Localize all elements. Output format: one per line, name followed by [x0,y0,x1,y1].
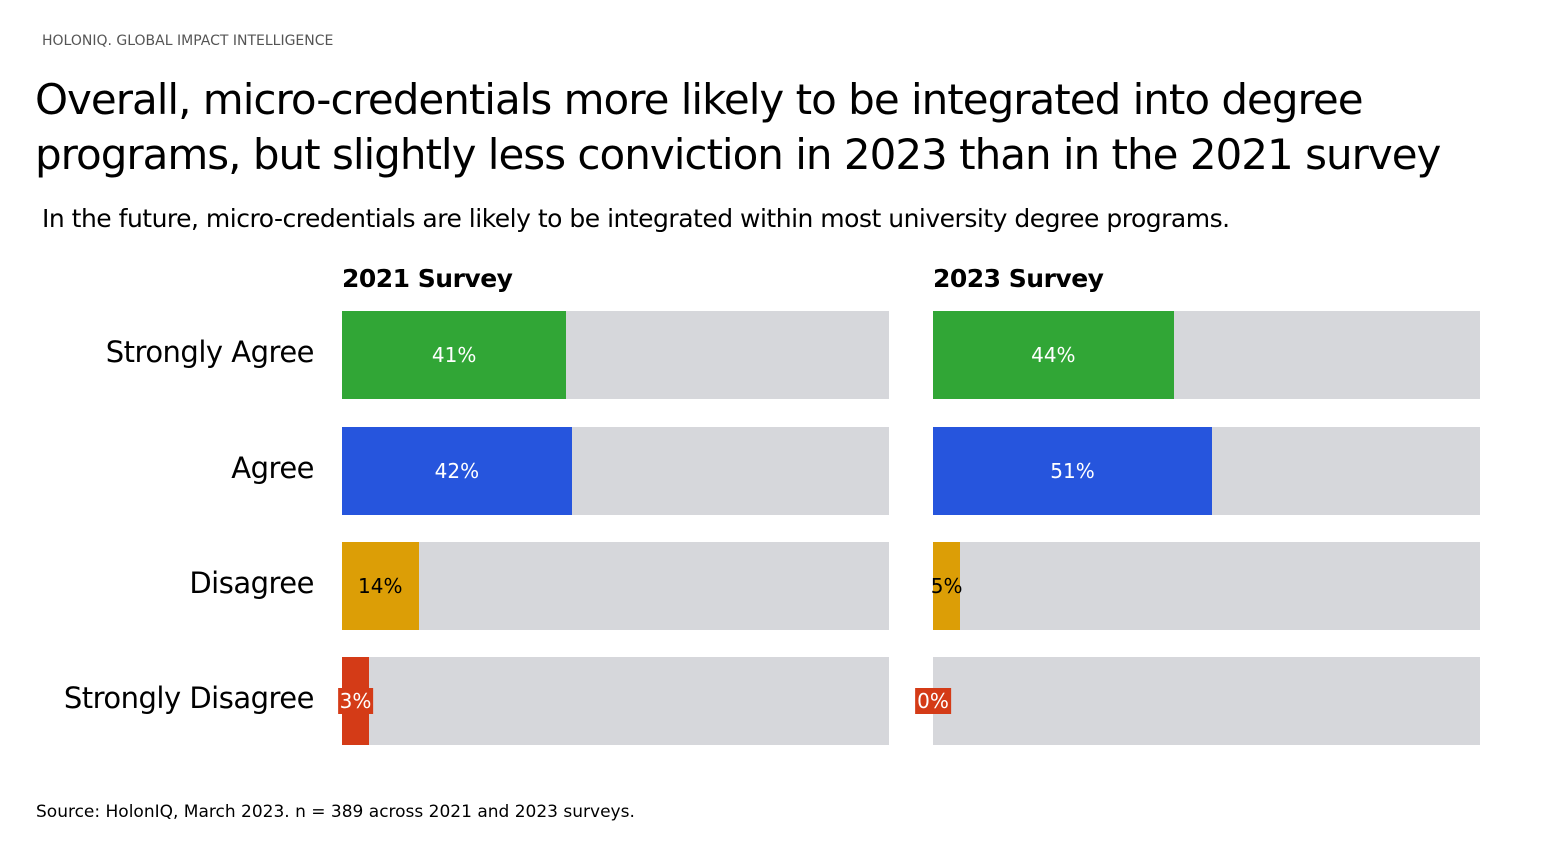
category-label: Strongly Agree [105,335,315,369]
bar-disagree [933,542,961,630]
panel-title-2021: 2021 Survey [342,264,513,293]
category-label: Disagree [189,566,314,600]
bar-strongly-agree [933,311,1174,399]
category-label: Strongly Disagree [63,681,315,715]
data-label: 3% [337,688,374,714]
data-label: 41% [431,343,477,367]
bar-agree [933,427,1212,515]
data-label: 5% [930,574,963,598]
category-label: Agree [231,451,314,485]
bar-track: 5% [931,542,1480,630]
bar-track: 3% [337,657,889,745]
data-label: 42% [434,459,480,483]
chart-subtitle: In the future, micro-credentials are lik… [42,204,1230,233]
bar-track: 42% [342,427,889,515]
bar-agree [342,427,572,515]
chart-title: Overall, micro-credentials more likely t… [35,75,1441,179]
bar-track: 41% [342,311,889,399]
panel-title-2023: 2023 Survey [933,264,1104,293]
data-label: 14% [358,574,403,598]
source-note: Source: HolonIQ, March 2023. n = 389 acr… [36,802,635,822]
bar-strongly-agree [342,311,567,399]
bar-disagree [342,542,419,630]
bar-track: 14% [342,542,889,630]
bar-track: 51% [933,427,1480,515]
bar-track: 44% [933,311,1480,399]
brand-label: HOLONIQ. GLOBAL IMPACT INTELLIGENCE [42,33,334,49]
data-label: 0% [915,688,951,714]
data-label: 44% [1031,343,1076,367]
data-label: 51% [1050,459,1095,483]
bar-track: 0% [915,657,1480,745]
